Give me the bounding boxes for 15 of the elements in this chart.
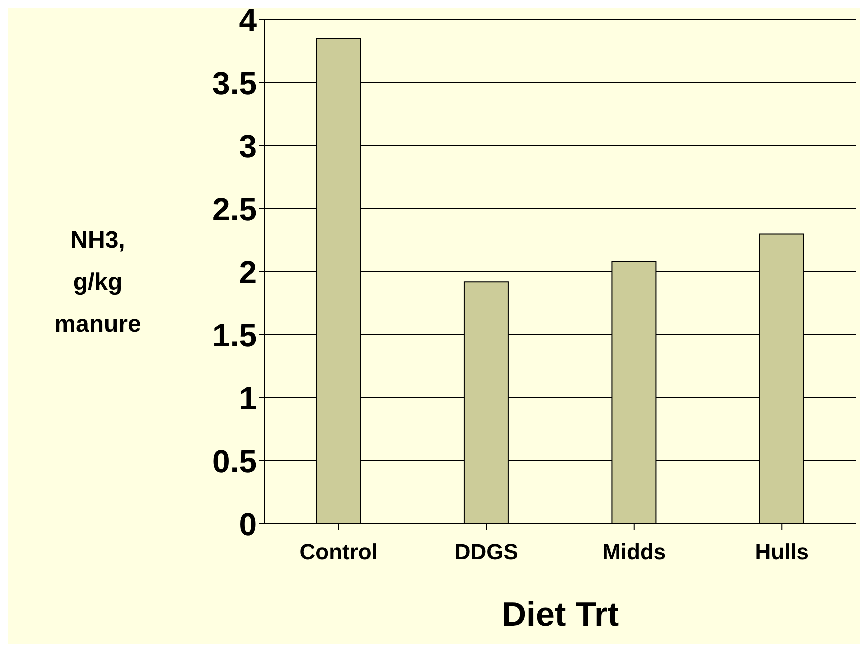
x-tick-label: Hulls bbox=[755, 540, 810, 565]
x-axis-title: Diet Trt bbox=[502, 596, 620, 634]
y-tick-label: 3.5 bbox=[212, 65, 257, 102]
y-tick-label: 0 bbox=[239, 506, 257, 542]
y-tick-label: 1.5 bbox=[212, 317, 257, 354]
y-axis-title: NH3, g/kg manure bbox=[54, 227, 142, 338]
x-tick-label: Control bbox=[300, 540, 378, 565]
x-tick-label: DDGS bbox=[454, 540, 518, 565]
y-tick-label: 1 bbox=[239, 380, 257, 416]
y-tick-label: 2.5 bbox=[212, 191, 257, 228]
y-tick-label: 0.5 bbox=[212, 443, 257, 480]
y-tick-label: 2 bbox=[239, 254, 257, 290]
y-tick-label: 3 bbox=[239, 128, 257, 164]
y-tick-label: 4 bbox=[239, 2, 258, 38]
x-tick-label: Midds bbox=[602, 540, 666, 565]
